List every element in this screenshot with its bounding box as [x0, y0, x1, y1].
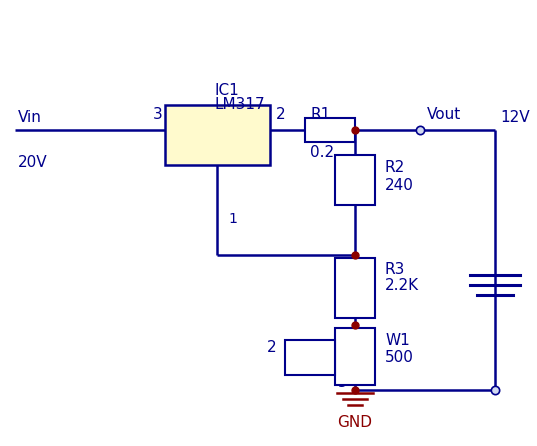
- Text: Vin: Vin: [18, 110, 42, 125]
- Text: 12V: 12V: [500, 110, 529, 125]
- Bar: [335, 155, 375, 205]
- Text: 20V: 20V: [18, 155, 48, 170]
- Text: Vout: Vout: [427, 107, 461, 122]
- Text: 3: 3: [153, 107, 163, 122]
- Text: 1: 1: [228, 212, 237, 226]
- Text: IC1: IC1: [215, 83, 240, 98]
- Text: R3: R3: [385, 262, 405, 277]
- Text: 2: 2: [266, 340, 276, 355]
- Text: R1: R1: [310, 107, 330, 122]
- Text: 1: 1: [360, 304, 369, 318]
- Text: 240: 240: [385, 178, 414, 193]
- Text: LM317: LM317: [215, 97, 266, 112]
- Bar: [335, 258, 375, 318]
- Text: 0.2: 0.2: [310, 145, 334, 160]
- Text: R2: R2: [385, 160, 405, 175]
- Bar: [335, 328, 375, 385]
- Text: 3: 3: [338, 376, 347, 390]
- Bar: [305, 118, 355, 142]
- Bar: [285, 340, 335, 375]
- Text: 2.2K: 2.2K: [385, 278, 419, 293]
- Text: 2: 2: [276, 107, 286, 122]
- Text: 500: 500: [385, 350, 414, 365]
- Text: W1: W1: [385, 333, 410, 348]
- Bar: [165, 105, 270, 165]
- Text: GND: GND: [337, 415, 373, 430]
